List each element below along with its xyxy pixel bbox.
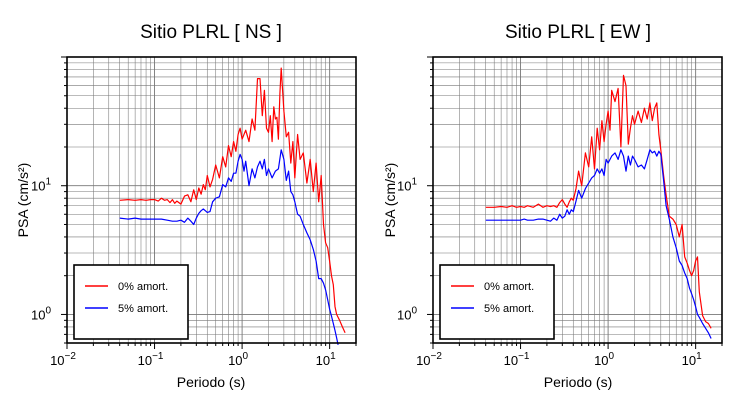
series-line-1 bbox=[119, 149, 339, 346]
legend: 0% amort. 5% amort. bbox=[73, 264, 189, 340]
legend-box bbox=[439, 264, 555, 340]
x-tick-label: 10−1 bbox=[138, 351, 164, 368]
legend-label: 0% amort. bbox=[484, 281, 534, 293]
legend-label: 5% amort. bbox=[118, 303, 168, 315]
chart-title-ns: Sitio PLRL [ NS ] bbox=[140, 22, 282, 43]
series-line-1 bbox=[485, 149, 712, 339]
x-tick-label: 100 bbox=[594, 351, 614, 368]
y-tick-label: 101 bbox=[31, 177, 51, 194]
chart-ns: Sitio PLRL [ NS ] 10−2 10−1 100 101 100 101 P… bbox=[15, 22, 357, 390]
plot-frame bbox=[432, 56, 723, 344]
x-tick-label: 10−1 bbox=[504, 351, 530, 368]
x-tick-label: 101 bbox=[682, 351, 702, 368]
x-tick-label: 101 bbox=[316, 351, 336, 368]
y-tick-label: 100 bbox=[397, 305, 417, 322]
y-tick-label: 100 bbox=[31, 305, 51, 322]
y-axis-label: PSA (cm/s²) bbox=[382, 163, 398, 238]
x-tick-label: 100 bbox=[228, 351, 248, 368]
x-axis-label: Periodo (s) bbox=[544, 374, 612, 390]
legend-box bbox=[73, 264, 189, 340]
legend: 0% amort. 5% amort. bbox=[439, 264, 555, 340]
y-axis-label: PSA (cm/s²) bbox=[15, 163, 31, 238]
x-tick-label: 10−2 bbox=[50, 351, 76, 368]
x-tick-label: 10−2 bbox=[416, 351, 442, 368]
chart-ew: Sitio PLRL [ EW ] 10−2 10−1 100 101 100 101 P… bbox=[382, 22, 723, 390]
series-line-0 bbox=[119, 67, 346, 334]
legend-label: 5% amort. bbox=[484, 303, 534, 315]
y-tick-label: 101 bbox=[397, 177, 417, 194]
x-axis-label: Periodo (s) bbox=[177, 374, 245, 390]
series-line-0 bbox=[485, 74, 712, 329]
plot-frame bbox=[66, 56, 357, 344]
legend-label: 0% amort. bbox=[118, 281, 168, 293]
chart-title-ew: Sitio PLRL [ EW ] bbox=[505, 22, 651, 43]
